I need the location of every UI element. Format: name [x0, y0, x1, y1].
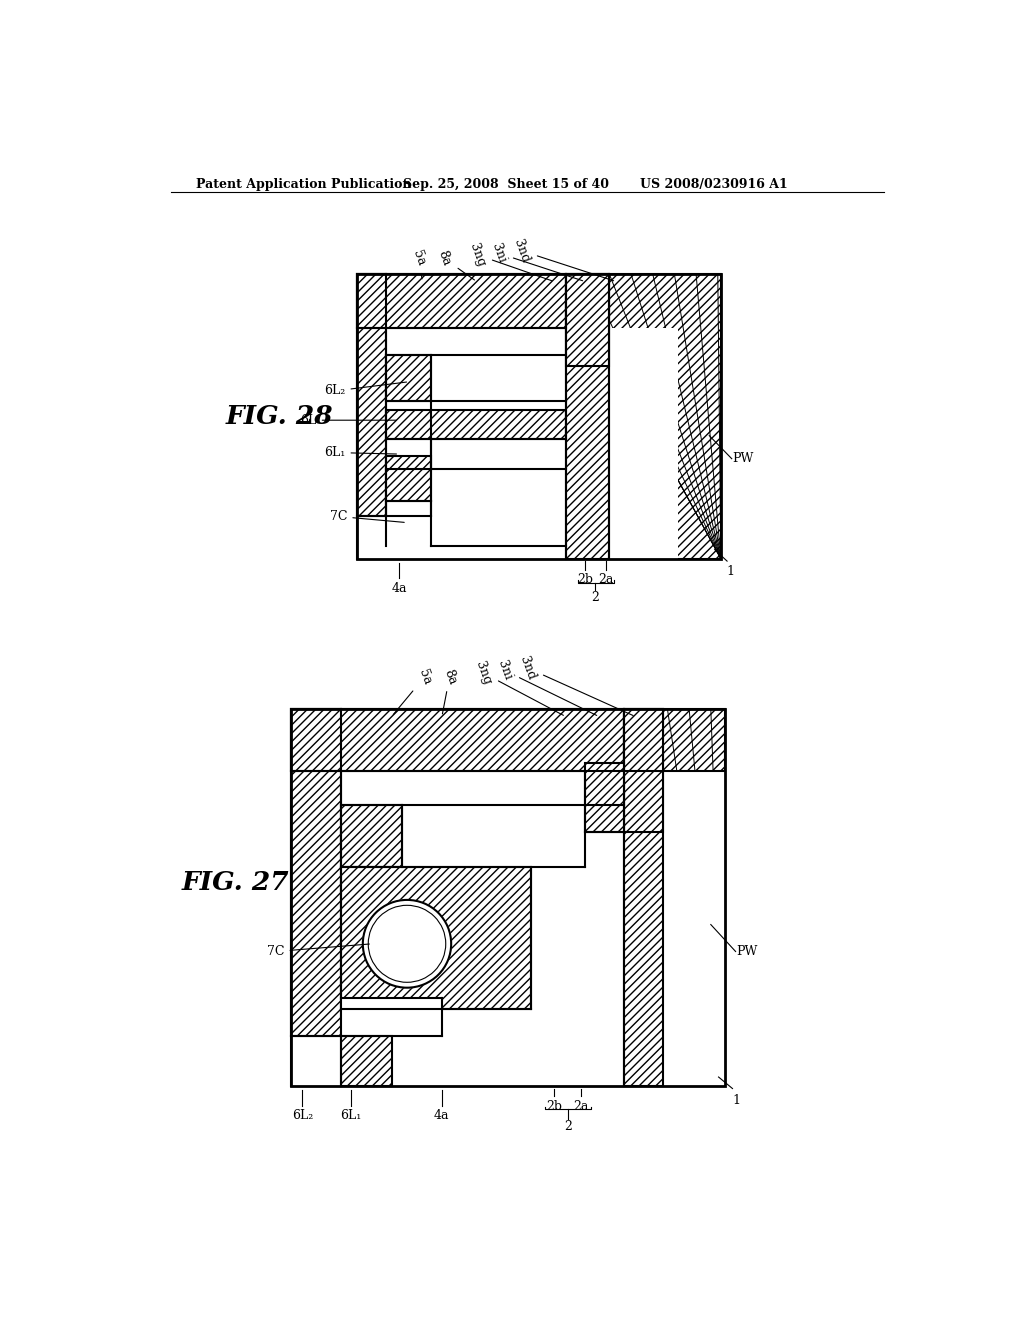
Text: PW: PW — [736, 945, 758, 958]
Text: 4a: 4a — [434, 1109, 450, 1122]
Bar — [624, 771, 725, 1086]
Bar — [291, 709, 624, 1086]
Text: 2b: 2b — [578, 573, 593, 586]
Text: PW: PW — [732, 453, 754, 465]
Text: US 2008/0230916 A1: US 2008/0230916 A1 — [640, 178, 787, 190]
Bar — [356, 275, 566, 558]
Text: 2: 2 — [564, 1121, 572, 1133]
Text: 3nd: 3nd — [511, 238, 613, 281]
Text: FIG. 27: FIG. 27 — [181, 870, 289, 895]
Bar — [386, 355, 431, 401]
Text: 8a: 8a — [435, 249, 474, 280]
Bar — [291, 709, 725, 1086]
Text: 3ng: 3ng — [467, 242, 552, 281]
Bar — [586, 763, 624, 832]
Text: 7C: 7C — [267, 944, 370, 958]
Text: 3ng: 3ng — [473, 659, 563, 715]
Text: 1: 1 — [726, 565, 734, 578]
Text: 4a: 4a — [391, 582, 407, 595]
Text: 3nd: 3nd — [518, 655, 633, 715]
Bar — [291, 709, 624, 771]
Bar — [341, 998, 442, 1086]
Text: Sep. 25, 2008  Sheet 15 of 40: Sep. 25, 2008 Sheet 15 of 40 — [403, 178, 609, 190]
Text: 5a: 5a — [410, 249, 427, 279]
Bar — [624, 709, 663, 1086]
Text: 6L₁: 6L₁ — [341, 1109, 361, 1122]
Text: 2a: 2a — [598, 573, 613, 586]
Bar — [566, 275, 608, 558]
Bar — [341, 805, 401, 867]
Text: 6L₂: 6L₂ — [325, 381, 407, 397]
Bar — [356, 275, 721, 558]
Text: 6L₂: 6L₂ — [292, 1109, 313, 1122]
Text: 2: 2 — [592, 591, 599, 605]
Text: 3ni: 3ni — [488, 242, 583, 281]
Bar — [291, 709, 725, 1086]
Text: 8a: 8a — [441, 667, 459, 714]
Text: 6L: 6L — [300, 413, 396, 426]
Text: Patent Application Publication: Patent Application Publication — [197, 178, 412, 190]
Circle shape — [362, 900, 452, 987]
Text: 3ni: 3ni — [496, 659, 597, 715]
Bar — [386, 457, 431, 502]
Bar — [341, 1036, 391, 1086]
Bar — [341, 867, 531, 1010]
Text: 1: 1 — [732, 1094, 740, 1107]
Text: 2b: 2b — [546, 1100, 562, 1113]
Text: 6L₁: 6L₁ — [325, 446, 396, 459]
Text: 7C: 7C — [330, 510, 404, 523]
Bar — [356, 275, 721, 558]
Text: 2a: 2a — [573, 1100, 589, 1113]
Bar — [566, 327, 678, 558]
Bar — [566, 275, 608, 367]
Bar — [291, 709, 341, 1036]
Bar — [356, 275, 566, 327]
Bar — [386, 411, 566, 440]
Text: 5a: 5a — [393, 667, 433, 714]
Text: FIG. 28: FIG. 28 — [225, 404, 333, 429]
Bar — [624, 709, 663, 832]
Bar — [356, 275, 386, 516]
